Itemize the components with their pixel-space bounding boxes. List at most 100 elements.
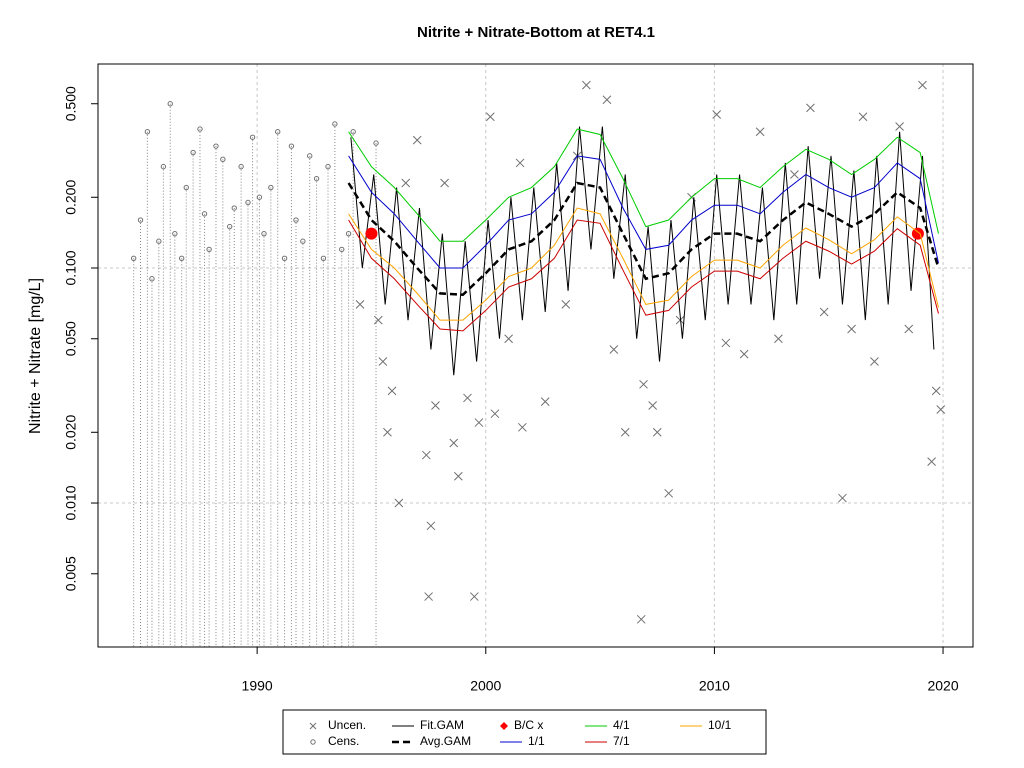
series-line bbox=[348, 207, 939, 321]
uncensored-point bbox=[440, 178, 449, 188]
censored-point bbox=[261, 230, 267, 237]
uncensored-point bbox=[636, 614, 646, 624]
censored-point bbox=[307, 153, 313, 159]
censored-point bbox=[275, 129, 281, 135]
censored-point bbox=[345, 230, 352, 237]
censored-point bbox=[249, 134, 256, 140]
uncensored-point bbox=[387, 386, 397, 396]
censored-point bbox=[325, 163, 331, 170]
censored-point bbox=[226, 223, 233, 230]
uncensored-point bbox=[609, 345, 619, 354]
censored-point bbox=[268, 184, 274, 191]
uncensored-point bbox=[453, 471, 463, 481]
y-tick-label: 0.005 bbox=[63, 556, 79, 591]
censored-point bbox=[201, 211, 208, 217]
uncensored-point bbox=[394, 498, 404, 508]
legend-label: 4/1 bbox=[613, 718, 630, 732]
uncensored-point bbox=[431, 401, 440, 410]
series-line bbox=[350, 126, 935, 376]
uncensored-point bbox=[790, 170, 799, 179]
y-axis-label: Nitrite + Nitrate [mg/L] bbox=[27, 278, 44, 434]
uncensored-point bbox=[412, 135, 422, 145]
legend-label: Cens. bbox=[328, 734, 359, 748]
legend-box bbox=[282, 709, 767, 755]
censored-point bbox=[313, 175, 320, 182]
legend-symbol bbox=[500, 722, 508, 730]
censored-point bbox=[300, 238, 306, 244]
uncensored-point bbox=[755, 127, 765, 137]
series-line bbox=[347, 181, 940, 296]
y-tick-label: 0.010 bbox=[63, 485, 79, 520]
uncensored-point bbox=[819, 307, 829, 317]
series-line bbox=[348, 155, 939, 269]
censored-point bbox=[149, 276, 155, 282]
uncensored-point bbox=[895, 122, 904, 131]
censored-point bbox=[320, 255, 327, 261]
censored-point bbox=[281, 255, 288, 261]
uncensored-point bbox=[721, 338, 731, 348]
legend-label: 10/1 bbox=[708, 718, 732, 732]
legend-label: Avg.GAM bbox=[420, 734, 471, 748]
censored-point bbox=[238, 163, 244, 170]
censored-point bbox=[220, 156, 226, 163]
uncensored-point bbox=[469, 592, 479, 601]
uncensored-point bbox=[421, 450, 431, 460]
uncensored-point bbox=[355, 300, 365, 309]
series-line bbox=[348, 128, 939, 242]
censored-point bbox=[178, 255, 185, 261]
uncensored-point bbox=[870, 357, 879, 366]
y-tick-label: 0.020 bbox=[63, 415, 79, 450]
censored-point bbox=[130, 255, 137, 261]
uncensored-point bbox=[927, 457, 936, 466]
censored-point bbox=[144, 129, 151, 135]
uncensored-point bbox=[426, 521, 436, 531]
uncensored-point bbox=[712, 110, 722, 119]
uncensored-point bbox=[582, 80, 591, 90]
uncensored-point bbox=[561, 300, 571, 309]
uncensored-point bbox=[858, 112, 868, 122]
y-tick-label: 0.200 bbox=[63, 180, 79, 215]
censored-point bbox=[213, 143, 219, 149]
censored-point bbox=[160, 163, 167, 170]
x-tick-label: 2010 bbox=[699, 678, 730, 694]
legend-label: B/C x bbox=[514, 718, 543, 732]
uncensored-point bbox=[838, 493, 847, 503]
uncensored-point bbox=[639, 379, 648, 389]
uncensored-point bbox=[490, 409, 500, 419]
uncensored-point bbox=[904, 324, 914, 334]
legend-symbol bbox=[309, 722, 317, 730]
x-tick-label: 2020 bbox=[927, 678, 958, 694]
uncensored-point bbox=[401, 178, 411, 188]
y-tick-label: 0.050 bbox=[63, 321, 79, 356]
chart-title: Nitrite + Nitrate-Bottom at RET4.1 bbox=[417, 24, 655, 41]
censored-point bbox=[256, 194, 263, 200]
series-line bbox=[348, 219, 939, 332]
uncensored-point bbox=[739, 349, 749, 359]
legend-label: 7/1 bbox=[613, 734, 630, 748]
censored-point bbox=[339, 246, 345, 253]
uncensored-point bbox=[515, 158, 525, 168]
uncensored-point bbox=[485, 112, 495, 122]
bc-point bbox=[365, 227, 378, 240]
censored-point bbox=[137, 217, 144, 223]
x-tick-label: 1990 bbox=[242, 678, 273, 694]
censored-point bbox=[206, 246, 212, 253]
censored-point bbox=[197, 126, 203, 132]
uncensored-point bbox=[648, 401, 658, 410]
uncensored-point bbox=[449, 438, 459, 448]
x-tick-label: 2000 bbox=[470, 678, 501, 694]
y-tick-label: 0.100 bbox=[63, 250, 79, 285]
uncensored-point bbox=[517, 422, 527, 432]
uncensored-point bbox=[918, 80, 927, 90]
uncensored-point bbox=[540, 397, 550, 407]
uncensored-point bbox=[936, 405, 946, 414]
censored-point bbox=[190, 149, 196, 156]
uncensored-point bbox=[847, 324, 856, 334]
uncensored-point bbox=[463, 393, 472, 403]
uncensored-point bbox=[602, 95, 612, 105]
uncensored-point bbox=[652, 427, 662, 437]
uncensored-point bbox=[424, 592, 433, 601]
